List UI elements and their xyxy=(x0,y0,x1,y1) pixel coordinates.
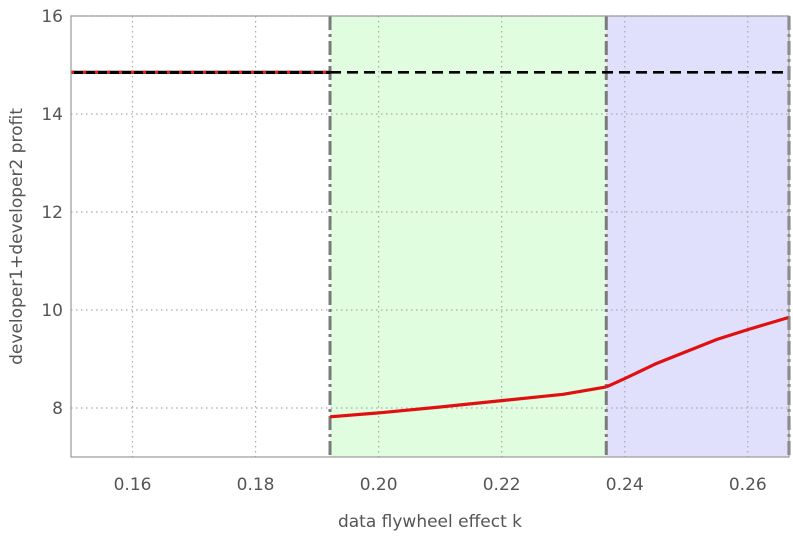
y-tick-label-0: 8 xyxy=(52,399,63,419)
x-tick-label-5: 0.26 xyxy=(729,475,767,495)
grid-lines xyxy=(71,15,789,457)
region-0 xyxy=(330,16,607,457)
y-tick-label-3: 14 xyxy=(41,105,63,125)
x-tick-label-3: 0.22 xyxy=(483,475,521,495)
series-red-solid-3 xyxy=(329,385,607,419)
plot-frame xyxy=(70,15,790,458)
y-axis-label: developer1+developer2 profit xyxy=(7,108,27,365)
x-tick-label-4: 0.24 xyxy=(606,475,644,495)
data-series xyxy=(71,70,790,419)
series-red-solid-4 xyxy=(605,315,790,389)
region-1 xyxy=(606,16,789,457)
y-tick-label-1: 10 xyxy=(41,301,63,321)
x-axis-label: data flywheel effect k xyxy=(338,512,522,532)
y-tick-label-2: 12 xyxy=(41,203,63,223)
x-tick-label-2: 0.20 xyxy=(360,475,398,495)
shaded-regions xyxy=(330,16,789,457)
tick-labels: 0.16 0.18 0.20 0.22 0.24 0.26 8 10 12 14 16 xyxy=(41,7,766,495)
x-tick-label-1: 0.18 xyxy=(237,475,275,495)
y-tick-label-4: 16 xyxy=(41,7,63,27)
x-tick-label-0: 0.16 xyxy=(114,475,152,495)
